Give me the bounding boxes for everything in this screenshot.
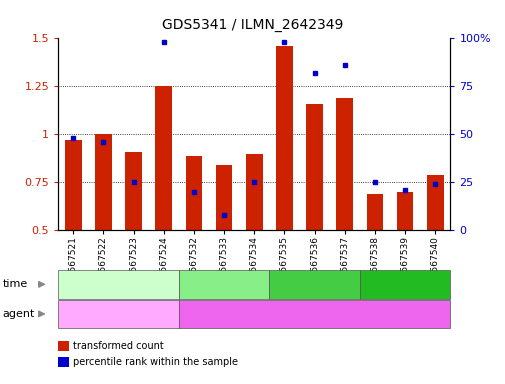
Bar [155,86,172,230]
Bar [426,175,443,230]
Text: GDS5341 / ILMN_2642349: GDS5341 / ILMN_2642349 [162,18,343,32]
Text: hour 0: hour 0 [100,279,136,290]
Bar [396,192,413,230]
Text: control: control [99,309,137,319]
Bar [125,152,141,230]
Text: hour 15: hour 15 [292,279,335,290]
Bar [95,134,112,230]
Bar [245,154,262,230]
Text: transformed count: transformed count [73,341,164,351]
Text: percentile rank within the sample: percentile rank within the sample [73,357,238,367]
Bar [306,104,322,230]
Bar [366,194,382,230]
Bar [276,46,292,230]
Text: rotenone: rotenone [289,309,339,319]
Text: time: time [3,279,28,290]
Bar [65,140,81,230]
Text: hour 8: hour 8 [206,279,242,290]
Bar [185,156,202,230]
Bar [215,165,232,230]
Text: hour 24: hour 24 [383,279,426,290]
Text: agent: agent [3,309,35,319]
Bar [336,98,352,230]
